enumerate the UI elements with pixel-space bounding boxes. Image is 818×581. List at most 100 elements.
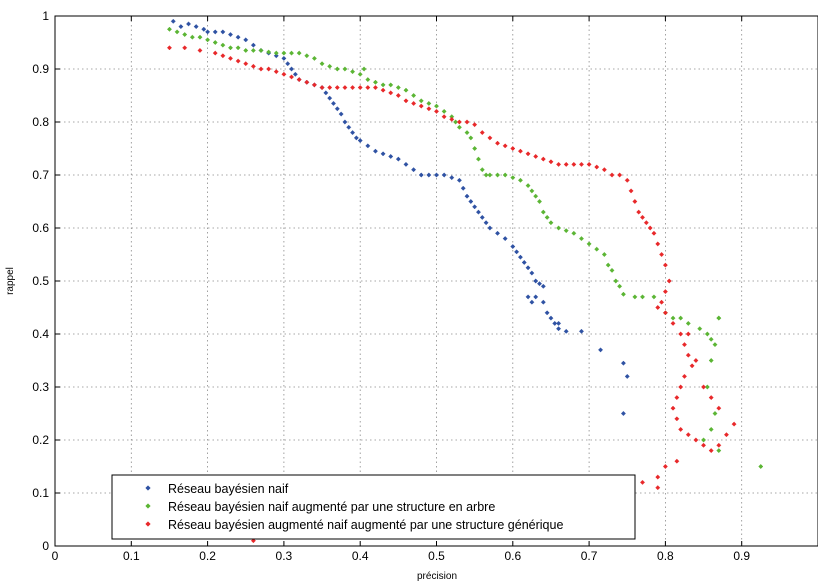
data-point xyxy=(662,310,668,316)
y-tick-label: 0.4 xyxy=(32,327,49,341)
data-point xyxy=(708,336,714,342)
data-point xyxy=(578,328,584,334)
data-point xyxy=(327,85,333,91)
data-point xyxy=(704,384,710,390)
data-point xyxy=(670,315,676,321)
data-point xyxy=(514,249,520,255)
data-point xyxy=(620,360,626,366)
data-point xyxy=(388,82,394,88)
data-point xyxy=(670,320,676,326)
data-point xyxy=(678,331,684,337)
data-point xyxy=(197,34,203,40)
data-point xyxy=(712,411,718,416)
data-point xyxy=(540,283,546,289)
data-point xyxy=(601,167,607,173)
data-point xyxy=(304,53,310,59)
data-point xyxy=(613,278,619,284)
data-point xyxy=(495,140,501,146)
data-point xyxy=(605,262,611,268)
data-point xyxy=(678,426,684,432)
data-point xyxy=(289,50,295,56)
legend-label: Réseau bayésien naif augmenté par une st… xyxy=(168,500,495,514)
y-axis-label: rappel xyxy=(5,267,16,295)
y-tick-label: 0 xyxy=(42,539,49,553)
legend-box xyxy=(111,474,636,540)
data-point xyxy=(334,66,340,72)
data-point xyxy=(533,153,539,159)
x-tick-label: 0.1 xyxy=(123,549,140,563)
data-point xyxy=(243,37,249,43)
data-point xyxy=(250,47,256,53)
data-point xyxy=(266,66,272,72)
data-point xyxy=(166,45,172,51)
data-point xyxy=(510,244,516,250)
data-point xyxy=(479,214,485,220)
data-point xyxy=(174,29,180,35)
data-point xyxy=(594,164,600,170)
data-point xyxy=(578,236,584,242)
data-point xyxy=(441,114,447,120)
data-point xyxy=(395,156,401,162)
data-point xyxy=(533,278,539,284)
data-point xyxy=(487,225,493,231)
data-point xyxy=(632,199,638,204)
data-point xyxy=(441,172,447,178)
data-point xyxy=(453,119,459,125)
data-point xyxy=(434,172,439,178)
data-point xyxy=(182,45,188,51)
x-tick-label: 0.5 xyxy=(428,549,445,563)
data-point xyxy=(380,82,386,88)
data-point xyxy=(472,122,478,128)
data-point xyxy=(510,146,516,151)
y-tick-label: 1 xyxy=(42,9,49,23)
data-point xyxy=(521,259,527,265)
data-point xyxy=(701,437,707,443)
y-tick-label: 0.5 xyxy=(32,274,49,288)
data-point xyxy=(342,119,348,125)
data-point xyxy=(426,106,432,112)
data-point xyxy=(594,246,600,252)
data-point xyxy=(517,177,523,183)
data-point xyxy=(411,100,417,106)
data-point xyxy=(674,395,680,401)
data-point xyxy=(205,37,211,43)
data-point xyxy=(319,61,325,67)
data-point xyxy=(372,148,378,154)
data-point xyxy=(685,432,691,438)
data-point xyxy=(365,85,371,91)
data-point xyxy=(487,135,493,141)
y-axis: 0 0.1 0.2 0.3 0.4 0.5 0.6 0.7 0.8 0.9 1 xyxy=(32,9,60,553)
data-point xyxy=(708,448,714,454)
data-point xyxy=(403,87,409,93)
x-tick-label: 0.4 xyxy=(352,549,369,563)
data-point xyxy=(250,538,256,544)
data-point xyxy=(685,331,691,337)
x-tick-label: 0.7 xyxy=(581,549,598,563)
y-tick-label: 0.1 xyxy=(32,486,49,500)
data-point xyxy=(334,85,340,91)
data-point xyxy=(189,34,195,40)
data-point xyxy=(609,172,615,178)
data-point xyxy=(525,294,531,300)
legend-label: Réseau bayésien augmenté naif augmenté p… xyxy=(168,518,563,532)
data-point xyxy=(697,326,703,332)
data-point xyxy=(228,55,233,61)
data-point xyxy=(395,93,401,98)
data-point xyxy=(273,50,279,56)
data-point xyxy=(716,315,722,321)
data-point xyxy=(426,172,432,178)
data-point xyxy=(201,26,207,32)
data-point xyxy=(468,135,474,141)
data-point xyxy=(357,138,363,144)
y-tick-label: 0.2 xyxy=(32,433,49,447)
data-point xyxy=(678,315,684,321)
data-point xyxy=(548,159,554,165)
data-point xyxy=(628,188,634,194)
data-point xyxy=(571,230,577,236)
data-point xyxy=(289,74,295,80)
data-point xyxy=(495,172,501,178)
data-point xyxy=(235,45,241,51)
x-tick-label: 0.6 xyxy=(504,549,521,563)
data-point xyxy=(537,199,542,204)
